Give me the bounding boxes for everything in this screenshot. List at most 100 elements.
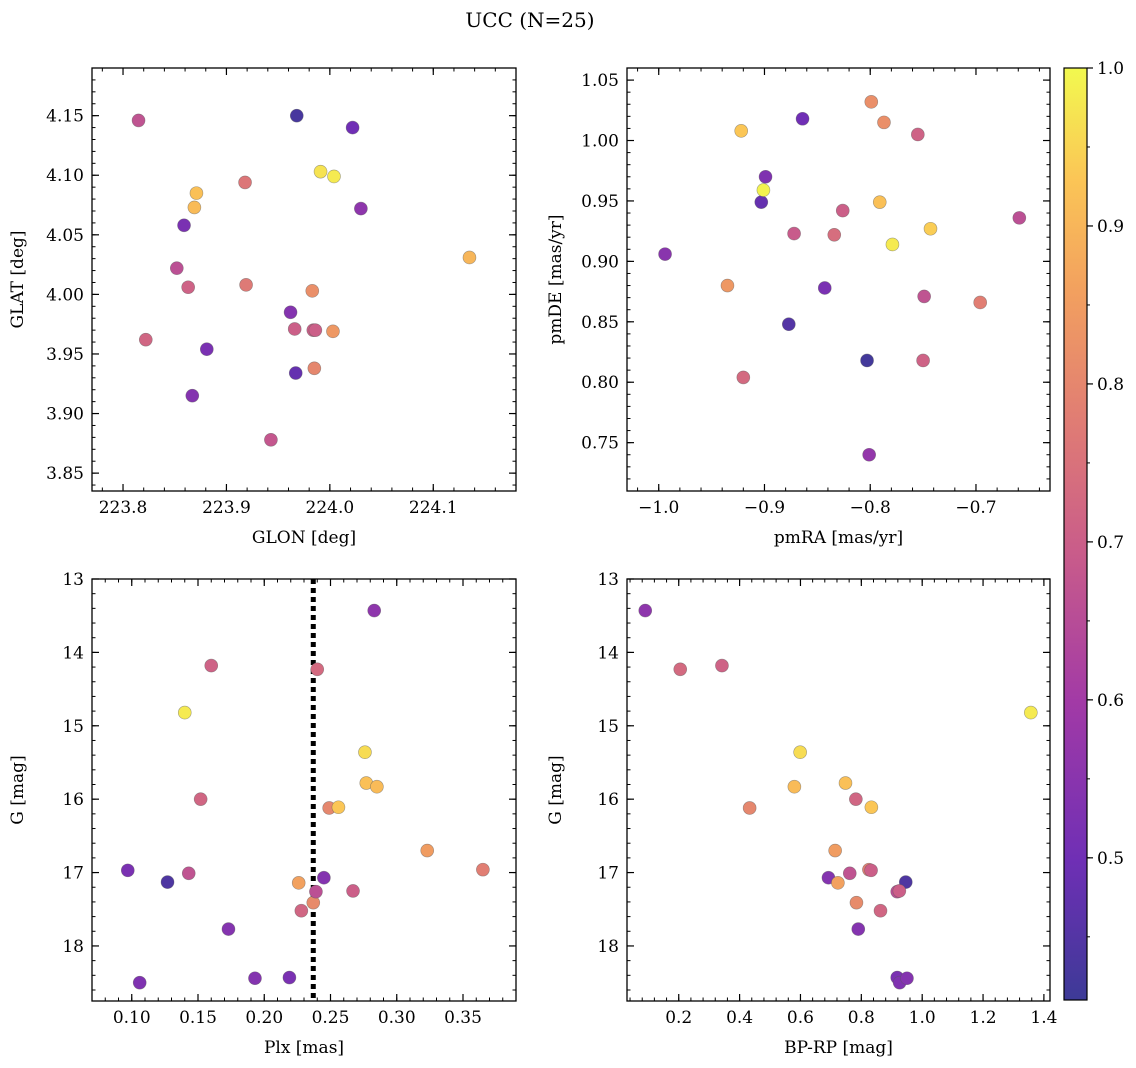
x-tick-label: 0.15 xyxy=(179,1008,217,1028)
scatter-point xyxy=(204,658,219,673)
scatter-point xyxy=(973,295,988,310)
colorbar-tick-label: 1.0 xyxy=(1097,59,1124,79)
scatter-point xyxy=(793,745,807,760)
scatter-point xyxy=(756,183,771,197)
scatter-point xyxy=(787,779,802,794)
scatter-point xyxy=(264,432,278,447)
y-tick-label: 14 xyxy=(62,643,84,663)
scatter-point xyxy=(294,903,309,918)
scatter-point xyxy=(476,862,490,877)
scatter-point xyxy=(291,876,306,890)
y-tick-label: 0.85 xyxy=(581,313,619,333)
plot-frame xyxy=(91,578,517,1002)
y-tick-label: 0.95 xyxy=(581,192,619,212)
scatter-point xyxy=(346,884,360,898)
y-tick-label: 0.90 xyxy=(581,252,619,272)
y-tick-label: 18 xyxy=(597,937,619,957)
y-tick-label: 4.10 xyxy=(46,166,84,186)
scatter-point xyxy=(754,195,769,209)
x-tick-label: 0.2 xyxy=(665,1008,692,1028)
scatter-point xyxy=(1012,211,1027,225)
scatter-point xyxy=(238,175,252,190)
x-tick-label: 0.25 xyxy=(312,1008,350,1028)
scatter-point xyxy=(420,843,435,858)
scatter-point xyxy=(673,662,688,677)
plot-frame xyxy=(626,67,1051,492)
scatter-point xyxy=(120,863,135,878)
scatter-point xyxy=(864,95,879,109)
scatter-point xyxy=(132,975,147,990)
x-axis-label: GLON [deg] xyxy=(252,528,356,548)
scatter-point xyxy=(305,284,320,298)
scatter-point xyxy=(835,203,850,218)
y-tick-label: 1.05 xyxy=(581,71,619,91)
scatter-point xyxy=(185,388,200,403)
scatter-point xyxy=(308,323,323,337)
y-tick-label: 1.00 xyxy=(581,132,619,152)
x-tick-label: 0.6 xyxy=(787,1008,814,1028)
scatter-point xyxy=(310,662,325,677)
scatter-point xyxy=(189,186,204,200)
scatter-point xyxy=(658,247,672,261)
scatter-point xyxy=(287,322,302,336)
scatter-point xyxy=(131,113,146,128)
y-axis-label: G [mag] xyxy=(546,755,566,824)
scatter-point xyxy=(849,792,863,806)
x-tick-label: 0.30 xyxy=(378,1008,416,1028)
scatter-point xyxy=(345,120,360,135)
scatter-point xyxy=(462,250,477,265)
x-tick-label: −0.8 xyxy=(850,498,891,518)
x-tick-label: 1.4 xyxy=(1030,1008,1057,1028)
colorbar-tick-label: 0.6 xyxy=(1097,691,1124,711)
scatter-point xyxy=(248,971,262,986)
scatter-point xyxy=(736,370,751,385)
scatter-point xyxy=(331,800,346,815)
y-tick-label: 16 xyxy=(62,790,84,810)
y-axis-label: G [mag] xyxy=(8,755,28,824)
scatter-point xyxy=(370,779,384,794)
scatter-point xyxy=(851,922,866,936)
scatter-point xyxy=(638,603,653,618)
scatter-point xyxy=(827,227,842,242)
colorbar-gradient xyxy=(1063,67,1088,1001)
scatter-point xyxy=(864,863,878,878)
scatter-point xyxy=(289,108,304,123)
plot-frame xyxy=(626,578,1051,1002)
scatter-point xyxy=(307,361,322,376)
x-tick-label: 0.35 xyxy=(444,1008,482,1028)
y-tick-label: 15 xyxy=(597,717,619,737)
scatter-point xyxy=(317,870,331,885)
scatter-point xyxy=(787,226,801,241)
scatter-point xyxy=(795,111,810,126)
y-tick-label: 0.75 xyxy=(581,434,619,454)
y-tick-label: 0.80 xyxy=(581,373,619,393)
colorbar-tick-label: 0.7 xyxy=(1097,533,1124,553)
scatter-point xyxy=(282,970,297,985)
x-tick-label: −1.0 xyxy=(638,498,679,518)
scatter-point xyxy=(862,447,876,462)
y-tick-label: 3.95 xyxy=(46,345,84,365)
scatter-point xyxy=(239,278,253,292)
scatter-point xyxy=(199,342,214,357)
scatter-point xyxy=(715,658,729,673)
x-tick-label: 0.4 xyxy=(726,1008,753,1028)
scatter-point xyxy=(160,875,175,889)
x-tick-label: 1.0 xyxy=(909,1008,936,1028)
scatter-point xyxy=(734,124,749,138)
scatter-point xyxy=(842,866,857,881)
y-tick-label: 16 xyxy=(597,790,619,810)
y-axis-label: GLAT [deg] xyxy=(8,230,28,328)
scatter-point xyxy=(354,201,368,216)
y-tick-label: 4.15 xyxy=(46,107,84,127)
scatter-point xyxy=(885,237,900,252)
scatter-point xyxy=(193,792,208,806)
scatter-point xyxy=(187,200,202,215)
scatter-point xyxy=(849,895,864,910)
x-axis-label: pmRA [mas/yr] xyxy=(774,528,903,548)
scatter-point xyxy=(720,278,735,293)
x-tick-label: −0.9 xyxy=(744,498,785,518)
x-tick-label: 224.0 xyxy=(306,498,355,518)
scatter-point xyxy=(917,289,931,304)
scatter-point xyxy=(872,195,887,209)
